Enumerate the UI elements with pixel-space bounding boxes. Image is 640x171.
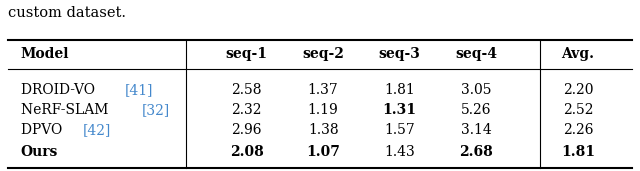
Text: [42]: [42] bbox=[83, 123, 111, 137]
Text: 2.68: 2.68 bbox=[460, 145, 493, 159]
Text: 1.81: 1.81 bbox=[384, 83, 415, 97]
Text: 5.26: 5.26 bbox=[461, 103, 492, 117]
Text: 2.58: 2.58 bbox=[232, 83, 262, 97]
Text: [32]: [32] bbox=[141, 103, 170, 117]
Text: 1.81: 1.81 bbox=[561, 145, 595, 159]
Text: seq-2: seq-2 bbox=[302, 47, 344, 61]
Text: 2.08: 2.08 bbox=[230, 145, 264, 159]
Text: 2.32: 2.32 bbox=[232, 103, 262, 117]
Text: DROID-VO: DROID-VO bbox=[20, 83, 99, 97]
Text: 1.57: 1.57 bbox=[384, 123, 415, 137]
Text: seq-3: seq-3 bbox=[379, 47, 420, 61]
Text: 2.26: 2.26 bbox=[563, 123, 593, 137]
Text: 2.96: 2.96 bbox=[232, 123, 262, 137]
Text: 3.05: 3.05 bbox=[461, 83, 492, 97]
Text: [41]: [41] bbox=[124, 83, 153, 97]
Text: NeRF-SLAM: NeRF-SLAM bbox=[20, 103, 112, 117]
Text: 1.38: 1.38 bbox=[308, 123, 339, 137]
Text: 2.20: 2.20 bbox=[563, 83, 593, 97]
Text: custom dataset.: custom dataset. bbox=[8, 6, 126, 21]
Text: 1.31: 1.31 bbox=[383, 103, 417, 117]
Text: 1.19: 1.19 bbox=[308, 103, 339, 117]
Text: 1.07: 1.07 bbox=[307, 145, 340, 159]
Text: seq-1: seq-1 bbox=[226, 47, 268, 61]
Text: 3.14: 3.14 bbox=[461, 123, 492, 137]
Text: DPVO: DPVO bbox=[20, 123, 66, 137]
Text: Ours: Ours bbox=[20, 145, 58, 159]
Text: 2.52: 2.52 bbox=[563, 103, 593, 117]
Text: Avg.: Avg. bbox=[561, 47, 595, 61]
Text: Model: Model bbox=[20, 47, 69, 61]
Text: seq-4: seq-4 bbox=[455, 47, 497, 61]
Text: 1.43: 1.43 bbox=[384, 145, 415, 159]
Text: 1.37: 1.37 bbox=[308, 83, 339, 97]
